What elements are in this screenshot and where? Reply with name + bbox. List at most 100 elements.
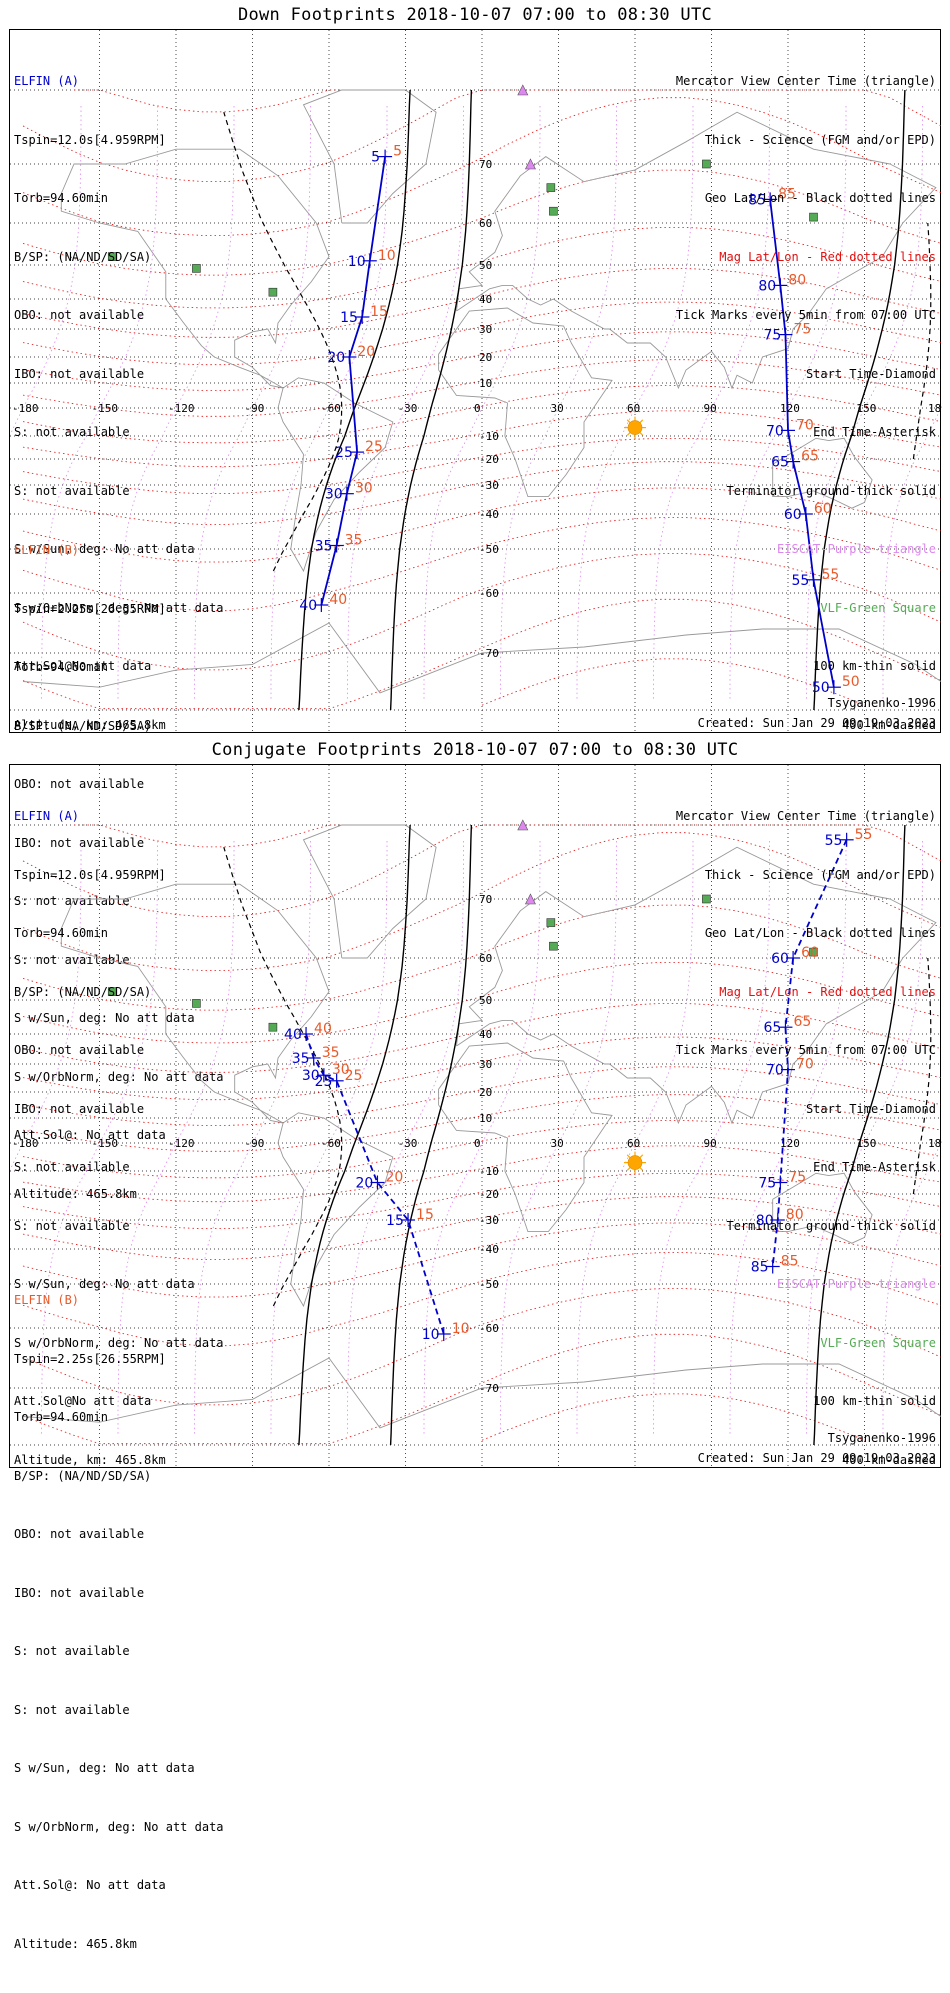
mag-meridian [423, 104, 541, 699]
tick-label-blue: 15 [386, 1213, 404, 1229]
tick-label-orange: 20 [385, 1170, 403, 1186]
latitude-label: 20 [479, 351, 492, 364]
terminator-east [813, 89, 906, 711]
latitude-label: -10 [479, 430, 499, 443]
tick-label-blue: 70 [766, 1063, 784, 1079]
latitude-label: -20 [479, 453, 499, 466]
latitude-label: 30 [479, 323, 492, 336]
latitude-label: 50 [479, 994, 492, 1007]
coastline [60, 148, 330, 389]
longitude-label: 30 [551, 1137, 564, 1150]
tick-label-orange: 75 [793, 322, 811, 338]
longitude-label: -120 [168, 1137, 195, 1150]
elfin-a-bsp: B/SP: (NA/ND/SD/SA) [14, 984, 152, 999]
created-label: Created: Sun Jan 29 09:19:03 2023 [697, 1451, 936, 1465]
legend-block: Mercator View Center Time (triangle) Thi… [676, 768, 936, 1509]
tick-label-orange: 5 [393, 144, 402, 160]
mag-meridian [41, 104, 158, 699]
coastline [302, 89, 437, 224]
elfin-b-bsp: B/SP: (NA/ND/SD/SA) [14, 1468, 152, 1483]
tick-label-orange: 55 [822, 567, 840, 583]
longitude-label: 150 [857, 402, 877, 415]
tick-label-blue: 75 [763, 328, 781, 344]
coastline [772, 1172, 873, 1244]
longitude-label: 90 [704, 402, 717, 415]
mag-parallel [22, 385, 942, 444]
legend-term: Terminator ground-thick solid [726, 1218, 936, 1233]
model-label: Tsyganenko-1996 [827, 696, 936, 710]
elfin-a-s1: S: not available [14, 1160, 130, 1174]
longitude-label: -150 [92, 1137, 119, 1150]
elfin-a-torb: Torb=94.60min [14, 191, 108, 205]
longitude-label: 180 [928, 1137, 942, 1150]
mag-parallel [22, 1003, 942, 1073]
longitude-label: -30 [398, 1137, 418, 1150]
mag-meridian [270, 839, 388, 1434]
mag-meridian [500, 104, 617, 699]
longitude-label: 90 [704, 1137, 717, 1150]
elfin-a-s2: S: not available [14, 483, 130, 498]
elfin-b-alt: Altitude: 465.8km [14, 1936, 137, 1951]
elfin-a-info: ELFIN (A) Tspin=12.0s[4.959RPM] Torb=94.… [14, 768, 224, 1509]
latitude-label: 50 [479, 259, 492, 272]
latitude-label: -10 [479, 1165, 499, 1178]
vlf-station-square-icon [549, 206, 558, 216]
elfin-b-ssun: S w/Sun, deg: No att data [14, 1761, 195, 1775]
longitude-label: 60 [627, 1137, 640, 1150]
legend-ticks: Tick Marks every 5min from 07:00 UTC [675, 1043, 936, 1057]
mag-meridian [882, 405, 942, 699]
latitude-label: 40 [479, 1028, 492, 1041]
sun-ray [626, 419, 631, 424]
tick-label-orange: 10 [378, 248, 396, 264]
longitude-label: 30 [551, 402, 564, 415]
elfin-a-s1: S: not available [14, 425, 130, 439]
latitude-label: 40 [479, 293, 492, 306]
mag-meridian [270, 104, 388, 699]
elfin-b-sorb: S w/OrbNorm, deg: No att data [14, 1069, 224, 1084]
longitude-label: -150 [92, 402, 119, 415]
legend-geo: Geo Lat/Lon - Black dotted lines [704, 926, 936, 940]
mag-meridian [117, 104, 235, 699]
longitude-label: -120 [168, 402, 195, 415]
tick-label-blue: 30 [325, 487, 343, 503]
terminator-west [298, 89, 411, 711]
tick-label-blue: 20 [355, 1176, 373, 1192]
elfin-a-alt: Altitude, km: 465.8km [14, 717, 166, 732]
tick-label-orange: 70 [796, 417, 814, 433]
elfin-b-name: ELFIN (B) [14, 1293, 80, 1307]
elfin-a-obo: OBO: not available [14, 1043, 145, 1057]
vlf-station-square-icon [702, 159, 711, 169]
terminator-400km-dashed [912, 222, 932, 460]
tick-label-orange: 30 [355, 481, 373, 497]
elfin-a-sorb: S w/OrbNorm, deg: No att data [14, 600, 224, 615]
terminator-lines [223, 824, 932, 1446]
latitude-label: -40 [479, 508, 499, 521]
tick-label-blue: 75 [758, 1176, 776, 1192]
sun-ray [639, 432, 644, 436]
terminator-400km-dashed [912, 957, 932, 1195]
mag-parallel [22, 598, 942, 710]
sun-ray [639, 1167, 644, 1171]
tick-label-orange: 65 [801, 449, 819, 465]
legend-eiscat: EISCAT-Purple triangle [777, 1277, 936, 1291]
mag-meridian [882, 1140, 942, 1434]
legend-view: Mercator View Center Time (triangle) [675, 809, 936, 823]
mag-meridian [576, 839, 694, 1434]
tick-label-blue: 65 [763, 1020, 781, 1036]
created-label: Created: Sun Jan 29 09:19:03 2023 [697, 716, 936, 730]
elfin-a-name: ELFIN (A) [14, 809, 80, 823]
longitude-label: 120 [780, 402, 800, 415]
mag-meridian [806, 839, 923, 1434]
mag-parallel [22, 1094, 942, 1152]
tick-label-orange: 70 [796, 1057, 814, 1073]
tick-label-orange: 25 [345, 1068, 363, 1084]
tick-label-blue: 30 [302, 1068, 320, 1084]
mag-meridian [117, 839, 235, 1434]
tick-label-orange: 55 [855, 827, 873, 843]
mag-meridian [41, 839, 158, 1434]
vlf-station-square-icon [107, 252, 117, 261]
elfin-b-name: ELFIN (B) [14, 543, 80, 557]
latitude-label: -60 [479, 587, 499, 600]
tick-label-blue: 85 [751, 1260, 769, 1276]
